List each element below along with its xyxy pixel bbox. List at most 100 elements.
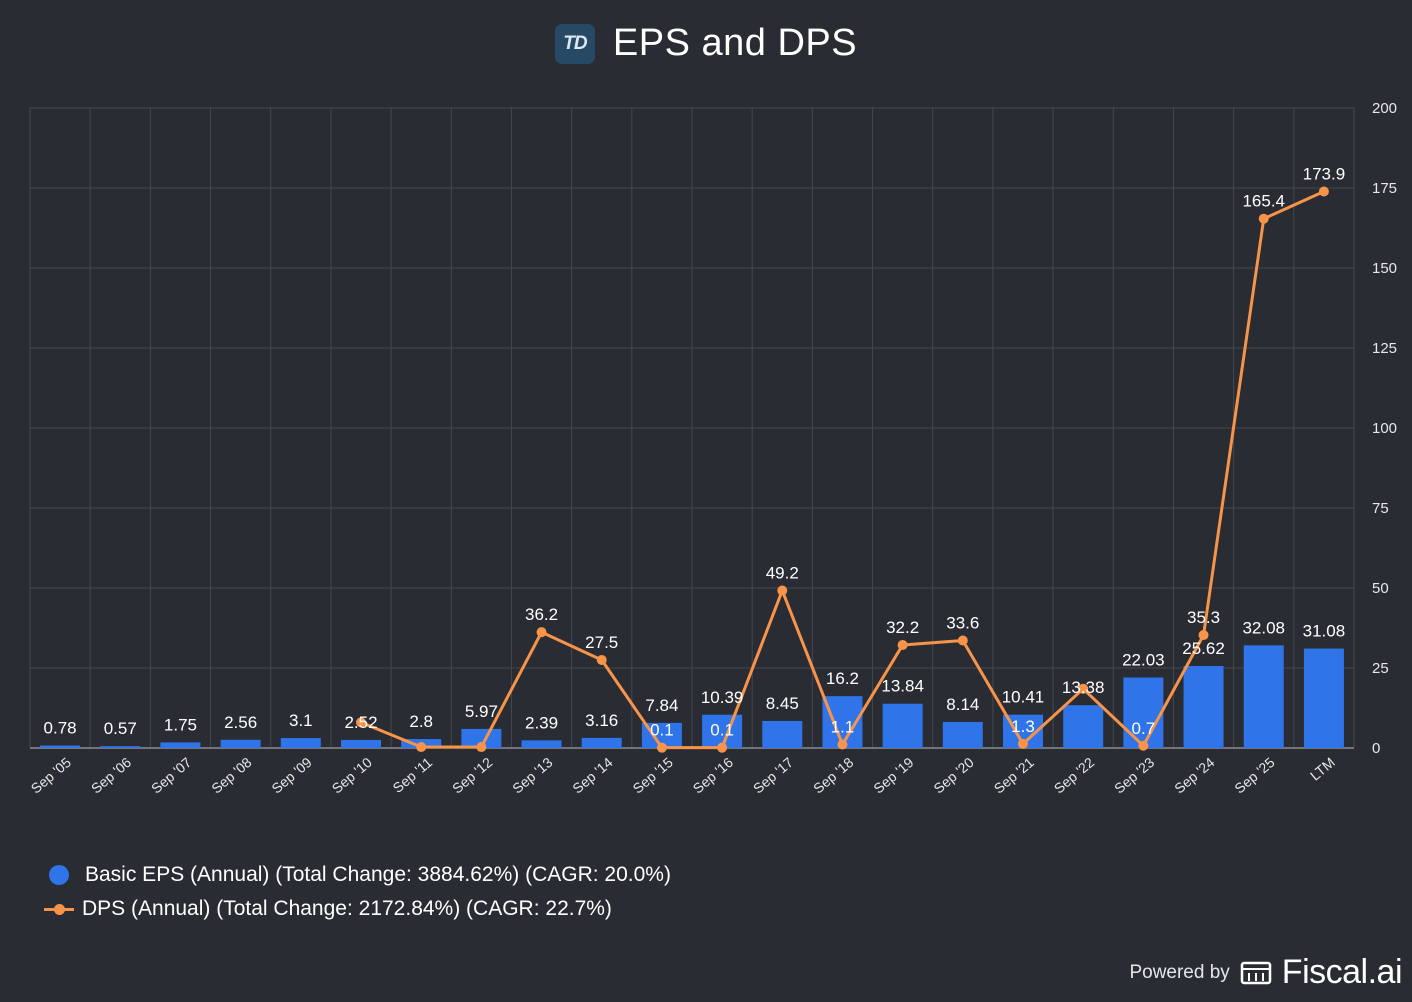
- x-tick-label: Sep '18: [810, 754, 856, 797]
- dps-line: [360, 190, 1325, 750]
- x-tick-label: Sep '14: [569, 754, 615, 797]
- dps-point: [1198, 630, 1209, 641]
- eps-data-label: 25.62: [1182, 639, 1225, 658]
- fiscal-brand: Fiscal.ai: [1281, 953, 1403, 991]
- dps-data-label: 0.1: [710, 721, 734, 740]
- legend-dps-marker: [44, 899, 74, 919]
- eps-data-label: 32.08: [1242, 618, 1285, 637]
- y-tick-label: 50: [1372, 580, 1389, 597]
- eps-data-label: 1.75: [164, 715, 197, 734]
- eps-bar: [100, 746, 141, 748]
- x-tick-label: Sep '08: [208, 754, 254, 797]
- y-tick-label: 0: [1372, 740, 1380, 757]
- x-tick-label: Sep '07: [148, 754, 194, 797]
- dps-point: [1258, 213, 1269, 224]
- dps-point: [416, 742, 427, 753]
- dps-point: [777, 585, 788, 596]
- dps-data-label: 32.2: [886, 618, 919, 637]
- eps-bar: [762, 720, 803, 748]
- eps-data-label: 22.03: [1122, 651, 1165, 670]
- eps-bar: [160, 742, 201, 748]
- dps-point: [837, 739, 848, 750]
- x-tick-label: Sep '17: [750, 754, 796, 797]
- eps-data-label: 3.16: [585, 711, 618, 730]
- dps-data-label: 27.5: [585, 633, 618, 652]
- eps-data-label: 8.14: [946, 695, 979, 714]
- eps-data-label: 2.56: [224, 713, 257, 732]
- y-tick-label: 175: [1372, 180, 1397, 197]
- legend-eps-label: Basic EPS (Annual) (Total Change: 3884.6…: [85, 863, 671, 886]
- eps-data-label: 31.08: [1303, 622, 1346, 641]
- fiscal-logo-icon: [1240, 961, 1272, 984]
- dps-data-label: 35.3: [1187, 608, 1220, 627]
- dps-data-label: 165.4: [1242, 192, 1285, 211]
- eps-bar: [1123, 677, 1164, 748]
- eps-data-label: 2.8: [409, 712, 433, 731]
- eps-bar: [341, 739, 381, 748]
- eps-data-label: 10.41: [1002, 688, 1045, 707]
- eps-data-label: 13.84: [881, 677, 924, 696]
- y-tick-label: 150: [1372, 260, 1397, 277]
- dps-point: [1078, 683, 1089, 694]
- legend-dps-label: DPS (Annual) (Total Change: 2172.84%) (C…: [82, 897, 612, 920]
- eps-data-label: 8.45: [766, 694, 799, 713]
- eps-bar: [882, 703, 923, 748]
- x-tick-label: Sep '16: [690, 754, 736, 797]
- y-tick-label: 125: [1372, 340, 1397, 357]
- y-tick-label: 75: [1372, 500, 1389, 517]
- eps-data-label: 16.2: [826, 669, 859, 688]
- x-tick-label: Sep '13: [509, 754, 555, 797]
- x-tick-label: Sep '09: [268, 754, 314, 797]
- eps-bar: [461, 728, 502, 748]
- y-tick-label: 100: [1372, 420, 1397, 437]
- eps-bar: [220, 739, 261, 748]
- eps-bar: [1063, 705, 1104, 748]
- dps-data-label: 0.1: [650, 721, 674, 740]
- eps-data-label: 13.38: [1062, 678, 1105, 697]
- powered-by-footer: Powered by Fiscal.ai: [1129, 953, 1402, 992]
- eps-bar: [581, 737, 622, 748]
- powered-by-text: Powered by: [1129, 961, 1230, 983]
- eps-bar: [521, 740, 562, 748]
- eps-data-label: 0.78: [44, 719, 77, 738]
- x-tick-label: Sep '11: [390, 754, 436, 796]
- legend-item-dps[interactable]: DPS (Annual) (Total Change: 2172.84%) (C…: [44, 892, 671, 926]
- eps-data-label: 5.97: [465, 702, 498, 721]
- dps-point: [536, 627, 547, 638]
- x-tick-label: Sep '22: [1051, 754, 1097, 797]
- y-tick-label: 200: [1372, 100, 1397, 117]
- x-tick-label: Sep '24: [1171, 754, 1217, 797]
- eps-bar: [280, 738, 321, 748]
- dps-data-label: 36.2: [525, 605, 558, 624]
- eps-data-label: 2.52: [344, 713, 377, 732]
- dps-data-label: 0.7: [1132, 719, 1156, 738]
- dps-point: [596, 655, 607, 665]
- dps-data-label: 1.3: [1011, 717, 1035, 736]
- dps-data-label: 173.9: [1303, 165, 1346, 184]
- x-tick-label: Sep '15: [630, 754, 676, 797]
- eps-bar: [1303, 648, 1344, 748]
- chart-header: TD EPS and DPS: [0, 22, 1412, 65]
- x-tick-label: LTM: [1307, 754, 1338, 784]
- dps-point: [356, 717, 366, 728]
- company-logo: TD: [554, 23, 595, 64]
- dps-data-label: 33.6: [946, 613, 979, 632]
- dps-point: [897, 639, 908, 650]
- eps-data-label: 0.57: [104, 719, 137, 738]
- dps-data-label: 1.1: [831, 717, 855, 736]
- dps-point: [476, 742, 487, 753]
- dps-point: [1318, 186, 1329, 197]
- x-tick-label: Sep '10: [329, 754, 375, 797]
- x-tick-label: Sep '05: [28, 754, 74, 797]
- logo-text: TD: [563, 32, 587, 54]
- dps-point: [1138, 740, 1149, 751]
- x-tick-label: Sep '23: [1111, 754, 1157, 797]
- eps-bar: [40, 745, 81, 748]
- dps-point: [1018, 738, 1028, 749]
- x-tick-label: Sep '12: [449, 754, 495, 797]
- chart-legend: Basic EPS (Annual) (Total Change: 3884.6…: [44, 858, 671, 926]
- dps-point: [957, 635, 968, 646]
- eps-data-label: 2.39: [525, 713, 558, 732]
- legend-item-eps[interactable]: Basic EPS (Annual) (Total Change: 3884.6…: [44, 858, 671, 892]
- x-tick-label: Sep '06: [88, 754, 134, 797]
